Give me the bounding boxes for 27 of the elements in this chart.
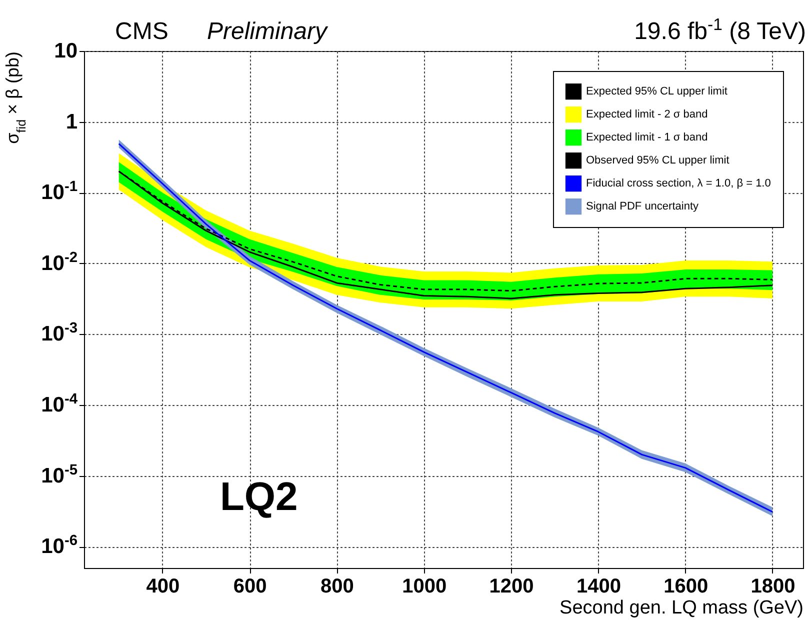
legend-label: Signal PDF uncertainty (586, 200, 699, 212)
chart-title: CMS (115, 18, 168, 45)
y-tick-label: 10$^{-5}$ (41, 462, 78, 488)
y-tick-label: 10$^{-4}$ (41, 392, 78, 417)
x-axis-title: Second gen. LQ mass (GeV) (560, 598, 804, 618)
legend-label: Expected 95% CL upper limit (586, 86, 728, 98)
y-tick-label: 1 (66, 110, 78, 134)
text: Preliminary (207, 18, 330, 45)
x-tick-label: 1400 (576, 576, 621, 598)
y-tick-label: 10 (54, 40, 78, 62)
legend-label: Observed 95% CL upper limit (586, 154, 730, 166)
legend-label: Expected limit - 1 σ band (586, 132, 708, 144)
x-tick-label: 800 (320, 576, 354, 598)
x-tick-label: 1600 (664, 576, 708, 598)
y-tick-label: 10$^{-3}$ (41, 320, 78, 346)
x-tick-label: 1000 (402, 576, 447, 598)
x-tick-label: 1200 (489, 576, 534, 598)
x-tick-label: 400 (146, 576, 180, 598)
legend-label: Expected limit - 2 σ band (586, 108, 708, 120)
text: 19.6 fb$^{-1}$ (8 TeV) (634, 14, 806, 45)
y-tick-label: 10$^{-2}$ (41, 250, 78, 275)
legend-label: Fiducial cross section, λ = 1.0, β = 1.0 (586, 178, 771, 190)
x-tick-label: 600 (233, 576, 267, 598)
x-tick-label: 1800 (750, 576, 796, 598)
annotation: LQ2 (220, 475, 298, 519)
y-tick-label: 10$^{-6}$ (41, 533, 78, 558)
y-tick-label: 10$^{-1}$ (41, 179, 78, 204)
